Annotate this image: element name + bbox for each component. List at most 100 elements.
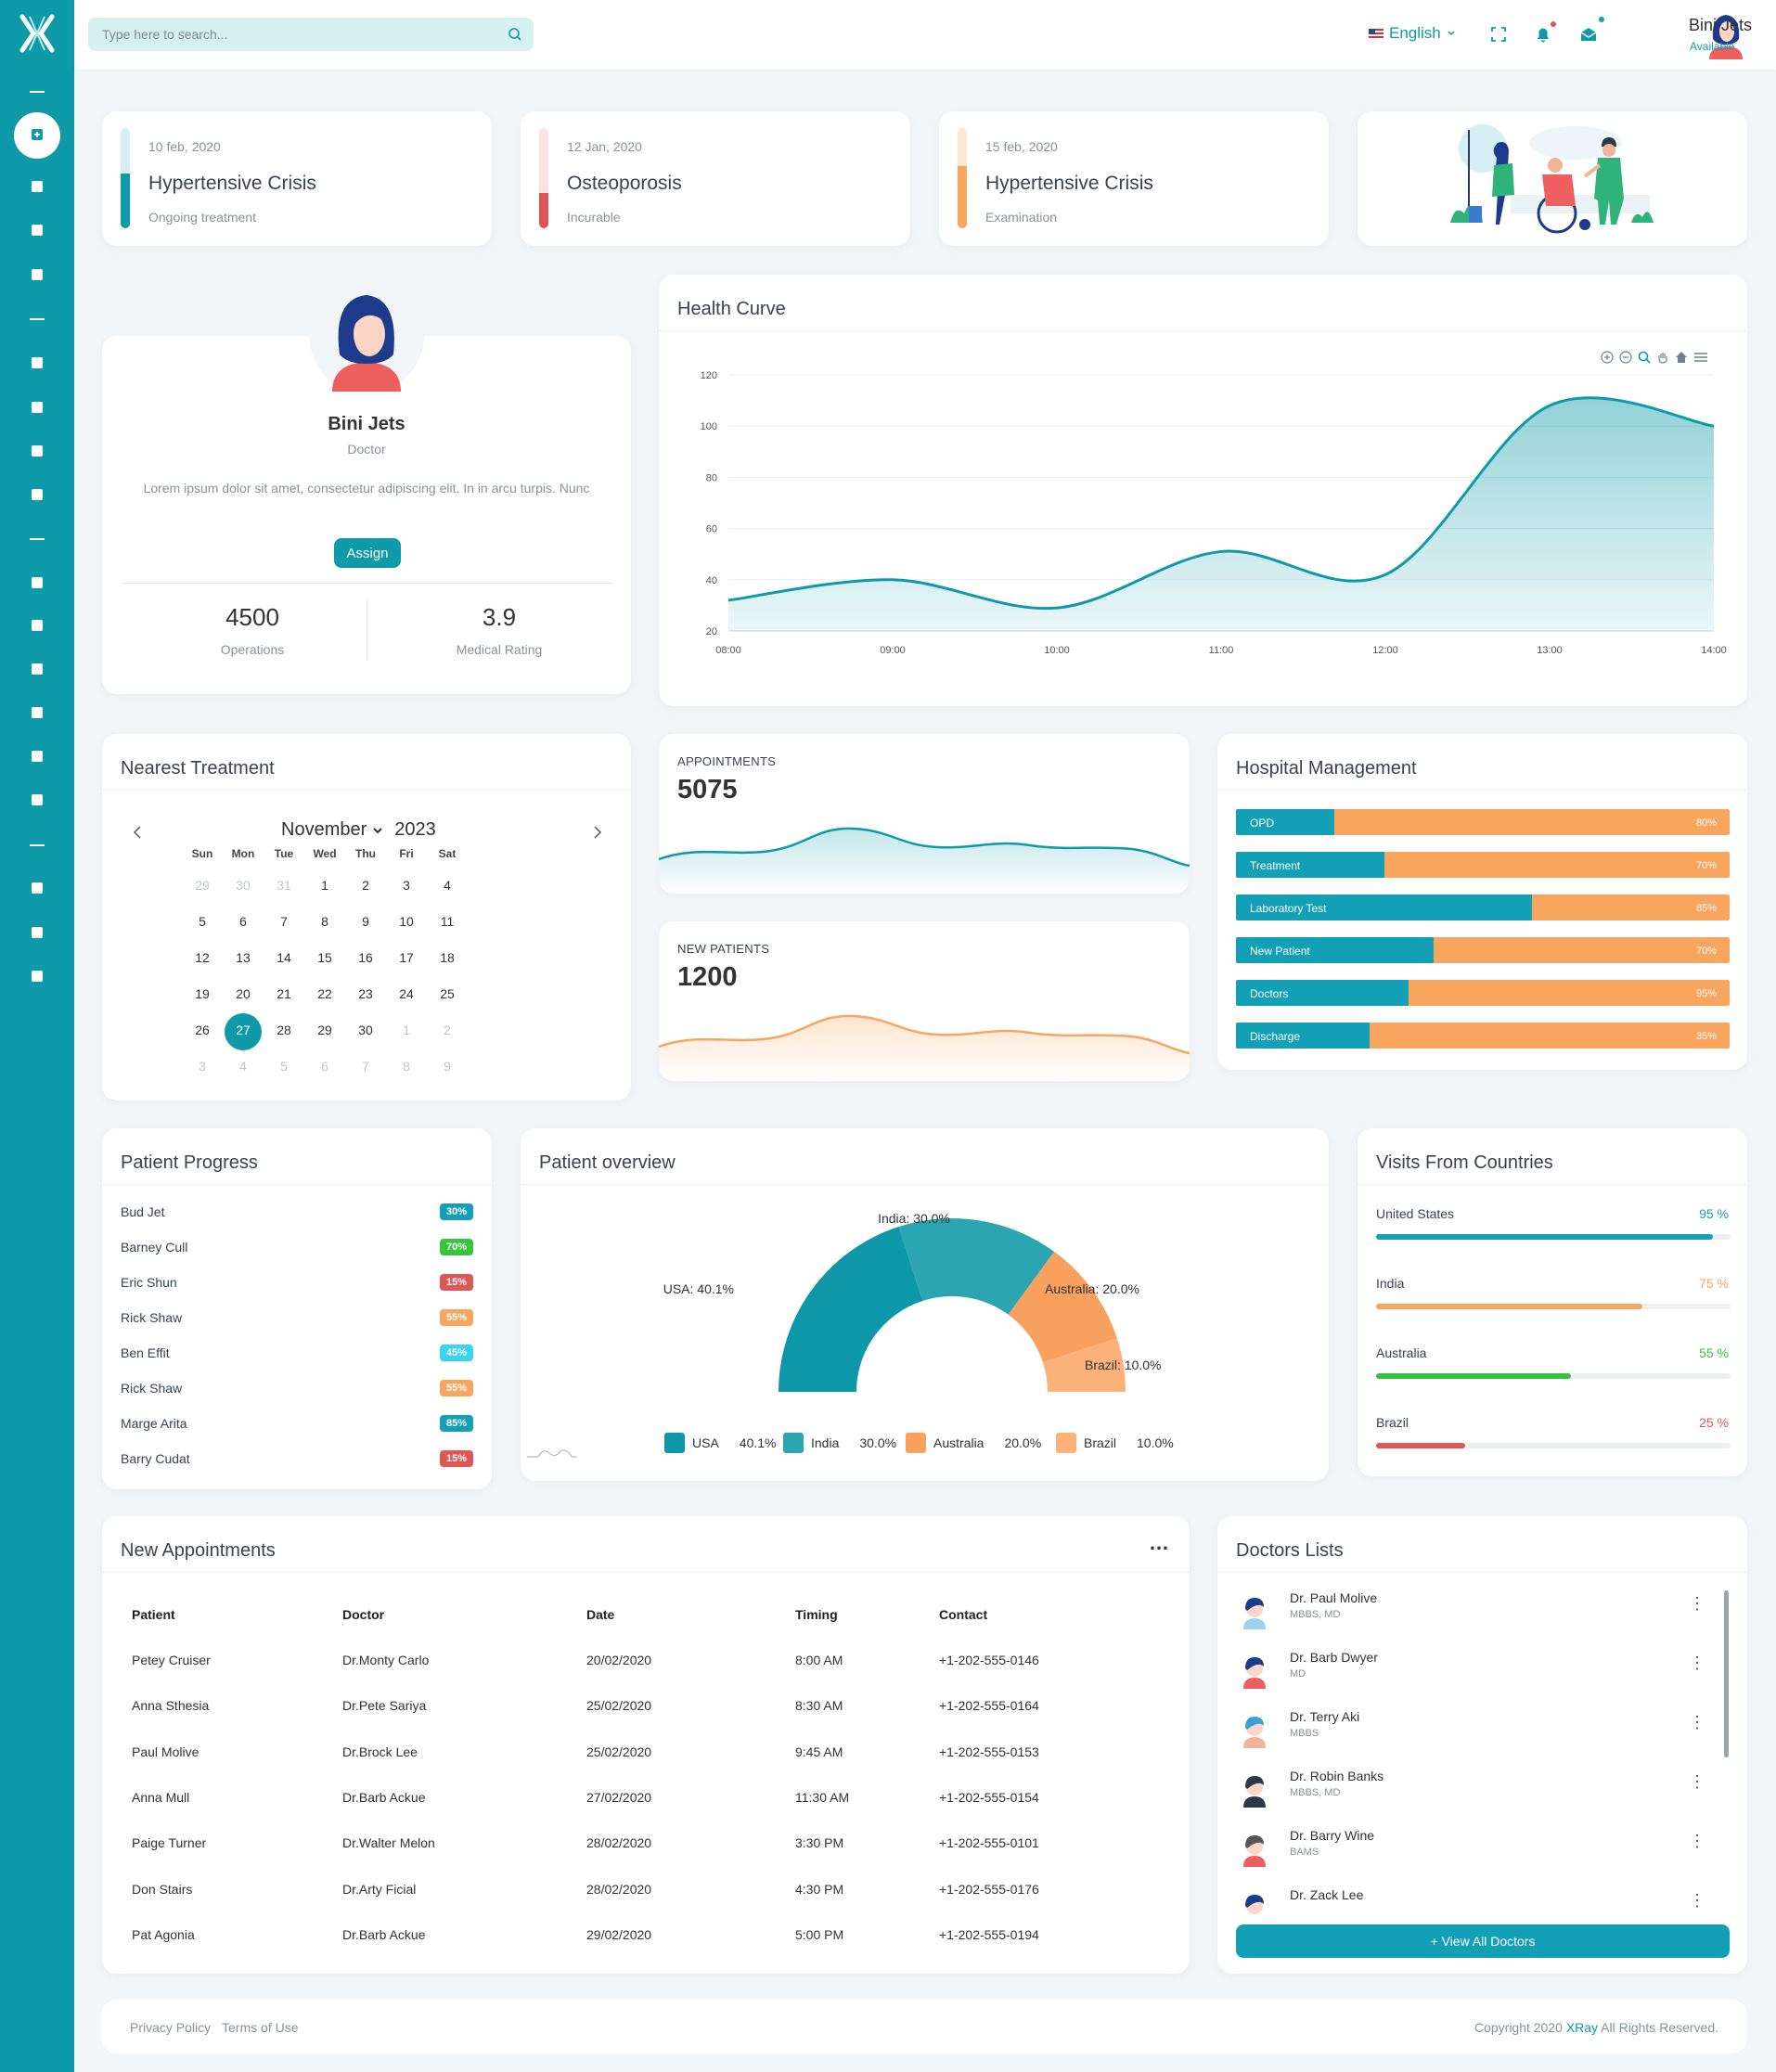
sidebar-item-images[interactable] [0, 959, 74, 993]
table-row[interactable]: Don Stairs Dr.Arty Ficial 28/02/2020 4:30 P… [121, 1873, 1169, 1906]
kebab-menu-icon[interactable]: ⋮ [1689, 1654, 1705, 1672]
calendar-day[interactable]: 6 [239, 914, 247, 929]
language-selector[interactable]: English [1369, 24, 1456, 43]
sidebar-item-mail[interactable] [0, 346, 74, 380]
calendar-day[interactable]: 4 [239, 1059, 247, 1074]
doctor-item[interactable]: Dr. Robin Banks MBBS, MD ⋮ [1236, 1763, 1718, 1815]
sidebar-item-copy[interactable] [0, 609, 74, 642]
reset-home-icon[interactable] [1675, 351, 1688, 364]
terms-of-use-link[interactable]: Terms of Use [222, 2020, 299, 2035]
pie-slice-india[interactable] [898, 1218, 1055, 1315]
calendar-day[interactable]: 19 [195, 986, 210, 1001]
menu-icon[interactable] [1693, 351, 1708, 364]
pie-slice-usa[interactable] [779, 1227, 923, 1392]
calendar-day[interactable]: 30 [358, 1023, 373, 1037]
calendar-day[interactable]: 25 [440, 986, 455, 1001]
calendar-day[interactable]: 3 [199, 1059, 206, 1074]
calendar-day[interactable]: 23 [358, 986, 373, 1001]
table-row[interactable]: Paige Turner Dr.Walter Melon 28/02/2020 3:3… [121, 1826, 1169, 1860]
year-label[interactable]: 2023 [394, 819, 436, 840]
doctor-item[interactable]: Dr. Barb Dwyer MD ⋮ [1236, 1644, 1718, 1696]
calendar-day[interactable]: 18 [440, 950, 455, 965]
calendar-day[interactable]: 21 [277, 986, 291, 1001]
search-icon[interactable] [508, 27, 522, 42]
calendar-day[interactable]: 7 [280, 914, 288, 929]
calendar-day[interactable]: 28 [277, 1023, 291, 1037]
calendar-day[interactable]: 29 [317, 1023, 332, 1037]
diagnosis-card[interactable]: 15 feb, 2020 Hypertensive Crisis Examinati… [939, 111, 1329, 246]
brand-link[interactable]: XRay [1565, 2020, 1599, 2035]
calendar-day[interactable]: 5 [280, 1059, 288, 1074]
table-row[interactable]: Petey Cruiser Dr.Monty Carlo 20/02/2020 8:0… [121, 1643, 1169, 1677]
sidebar-item-home[interactable] [0, 170, 74, 203]
assign-button[interactable]: Assign [334, 538, 401, 568]
pie-slice-australia[interactable] [1008, 1251, 1117, 1363]
table-row[interactable]: Anna Sthesia Dr.Pete Sariya 25/02/2020 8:30… [121, 1689, 1169, 1722]
more-options-button[interactable]: … [1149, 1531, 1169, 1554]
doctor-item[interactable]: Dr. Terry Aki MBBS ⋮ [1236, 1704, 1718, 1756]
calendar-day[interactable]: 9 [362, 914, 369, 929]
sidebar-item-disc[interactable] [0, 783, 74, 817]
table-row[interactable]: Pat Agonia Dr.Barb Ackue 29/02/2020 5:00 PM… [121, 1918, 1169, 1951]
calendar-day[interactable]: 11 [440, 914, 455, 929]
calendar-day[interactable]: 27 [236, 1023, 251, 1037]
doctor-item[interactable]: Dr. Zack Lee ⋮ [1236, 1882, 1718, 1915]
sidebar-item-apps[interactable] [0, 566, 74, 599]
scrollbar-thumb[interactable] [1724, 1590, 1729, 1757]
magnifier-icon[interactable] [1638, 351, 1651, 364]
legend-item-india[interactable]: India 30.0% [783, 1433, 896, 1453]
calendar-day[interactable]: 4 [444, 878, 451, 893]
sidebar-item-chart[interactable] [0, 740, 74, 773]
sidebar-item-table[interactable] [0, 696, 74, 729]
table-row[interactable]: Anna Mull Dr.Barb Ackue 27/02/2020 11:30 AM… [121, 1781, 1169, 1814]
calendar-day[interactable]: 13 [236, 950, 251, 965]
calendar-day[interactable]: 8 [403, 1059, 410, 1074]
prev-month-icon[interactable] [132, 825, 143, 840]
calendar-day[interactable]: 26 [195, 1023, 210, 1037]
doctor-item[interactable]: Dr. Barry Wine BAMS ⋮ [1236, 1822, 1718, 1874]
pie-slice-brazil[interactable] [1042, 1338, 1126, 1392]
doctor-item[interactable]: Dr. Paul Molive MBBS, MD ⋮ [1236, 1585, 1718, 1637]
sidebar-item-file[interactable] [0, 652, 74, 686]
diagnosis-card[interactable]: 10 feb, 2020 Hypertensive Crisis Ongoing t… [102, 111, 492, 246]
privacy-policy-link[interactable]: Privacy Policy [130, 2020, 212, 2035]
sidebar-item-user[interactable] [0, 391, 74, 424]
zoom-in-icon[interactable] [1601, 351, 1614, 364]
calendar-day[interactable]: 15 [317, 950, 332, 965]
sidebar-item-briefcase[interactable] [0, 213, 74, 247]
calendar-day[interactable]: 10 [399, 914, 414, 929]
table-row[interactable]: Paul Molive Dr.Brock Lee 25/02/2020 9:45 AM… [121, 1735, 1169, 1769]
bell-icon[interactable] [1534, 25, 1552, 44]
sidebar-item-location[interactable] [0, 916, 74, 949]
calendar-day[interactable]: 1 [403, 1023, 410, 1037]
view-all-doctors-button[interactable]: + View All Doctors [1236, 1924, 1730, 1958]
calendar-day[interactable]: 2 [362, 878, 369, 893]
calendar-day[interactable]: 20 [236, 986, 251, 1001]
calendar-day[interactable]: 29 [195, 878, 210, 893]
calendar-day[interactable]: 1 [321, 878, 328, 893]
fullscreen-icon[interactable] [1489, 25, 1508, 44]
calendar-day[interactable]: 16 [358, 950, 373, 965]
calendar-day[interactable]: 30 [236, 878, 251, 893]
search-input[interactable] [88, 18, 496, 51]
sidebar-item-chat[interactable] [0, 478, 74, 511]
legend-item-usa[interactable]: USA 40.1% [664, 1433, 777, 1453]
sidebar-item-layout[interactable] [0, 871, 74, 905]
kebab-menu-icon[interactable]: ⋮ [1689, 1891, 1705, 1910]
calendar-day[interactable]: 14 [277, 950, 291, 965]
legend-item-australia[interactable]: Australia 20.0% [906, 1433, 1041, 1453]
calendar-day[interactable]: 6 [321, 1059, 328, 1074]
diagnosis-card[interactable]: 12 Jan, 2020 Osteoporosis Incurable [521, 111, 910, 246]
kebab-menu-icon[interactable]: ⋮ [1689, 1772, 1705, 1791]
xray-logo[interactable] [17, 13, 58, 54]
calendar-day[interactable]: 7 [362, 1059, 369, 1074]
calendar-day[interactable]: 17 [399, 950, 414, 965]
zoom-out-icon[interactable] [1619, 351, 1632, 364]
calendar-day[interactable]: 8 [321, 914, 328, 929]
pan-hand-icon[interactable] [1656, 351, 1669, 364]
kebab-menu-icon[interactable]: ⋮ [1689, 1594, 1705, 1613]
mail-icon[interactable] [1579, 25, 1598, 44]
kebab-menu-icon[interactable]: ⋮ [1689, 1713, 1705, 1731]
calendar-day[interactable]: 9 [444, 1059, 451, 1074]
next-month-icon[interactable] [592, 825, 603, 840]
